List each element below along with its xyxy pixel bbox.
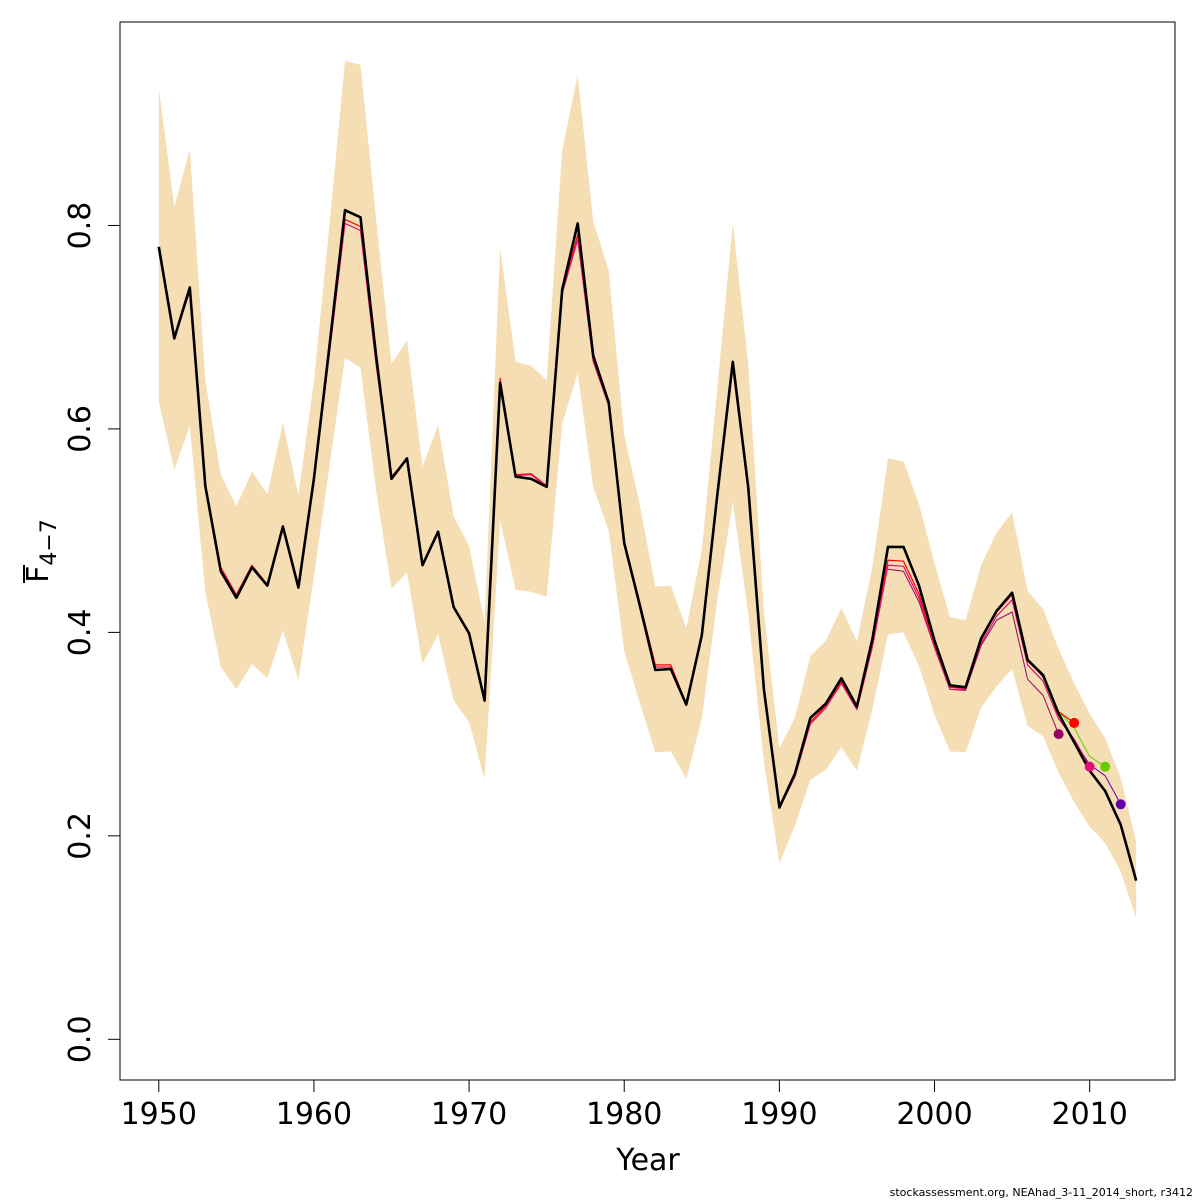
x-tick-label-1990: 1990 xyxy=(741,1097,817,1132)
y-tick-label-1: 0.2 xyxy=(63,812,98,860)
x-axis: 1950 1960 1970 1980 1990 2000 2010 xyxy=(121,1079,1128,1132)
x-tick-label-1980: 1980 xyxy=(586,1097,662,1132)
svg-text:F4−7: F4−7 xyxy=(21,519,62,583)
y-axis-title-subscript: 4−7 xyxy=(37,519,62,565)
terminal-point-4 xyxy=(1100,761,1111,772)
x-tick-label-2000: 2000 xyxy=(896,1097,972,1132)
x-tick-label-1950: 1950 xyxy=(121,1097,197,1132)
x-tick-label-2010: 2010 xyxy=(1051,1097,1127,1132)
terminal-point-5 xyxy=(1115,799,1126,810)
terminal-point-1 xyxy=(1053,729,1064,740)
terminal-point-2 xyxy=(1069,717,1080,728)
y-axis: 0.0 0.2 0.4 0.6 0.8 xyxy=(63,202,121,1063)
terminal-point-3 xyxy=(1084,761,1095,772)
series-lines xyxy=(157,208,1138,881)
series-line-1 xyxy=(157,208,1138,881)
x-tick-label-1960: 1960 xyxy=(276,1097,352,1132)
footer-credit: stockassessment.org, NEAhad_3-11_2014_sh… xyxy=(890,1186,1193,1199)
y-tick-label-0: 0.0 xyxy=(63,1015,98,1063)
y-tick-label-4: 0.8 xyxy=(63,202,98,250)
terminal-points xyxy=(1053,717,1126,810)
y-tick-label-2: 0.4 xyxy=(63,609,98,657)
y-tick-label-3: 0.6 xyxy=(63,405,98,453)
plot-area xyxy=(157,60,1138,919)
y-axis-title: F4−7 xyxy=(21,519,62,583)
x-tick-label-1970: 1970 xyxy=(431,1097,507,1132)
x-axis-title: Year xyxy=(615,1143,680,1178)
y-axis-title-main: F xyxy=(21,566,56,583)
